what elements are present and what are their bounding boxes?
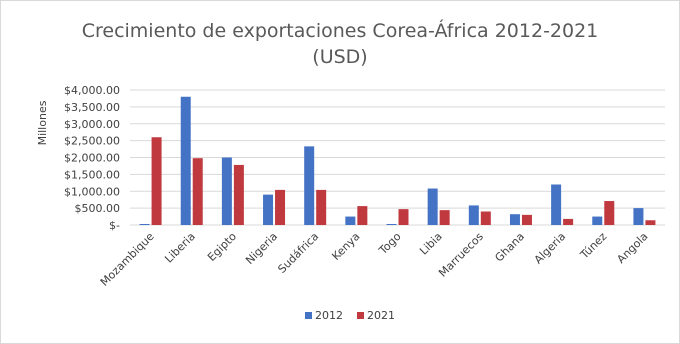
y-tick-label: $1,000.00 <box>64 185 120 198</box>
bar-2021-kenya <box>357 206 368 225</box>
bar-2012-liberia <box>180 96 191 225</box>
bars <box>139 96 656 225</box>
bar-2012-angola <box>633 208 644 225</box>
y-axis-ticks: $- $500.00 $1,000.00 $1,500.00 $2,000.00 $2,5… <box>64 84 120 232</box>
gridlines <box>130 89 665 226</box>
legend-swatch-2021 <box>357 312 364 319</box>
x-tick-label: Sudáfrica <box>275 230 321 276</box>
x-tick-label: Angola <box>614 230 650 266</box>
bar-2021-túnez <box>604 201 615 225</box>
y-tick-label: $3,000.00 <box>64 118 120 131</box>
bar-2021-angola <box>645 220 656 225</box>
x-tick-label: Libia <box>417 230 445 258</box>
bar-2021-ghana <box>521 214 532 225</box>
bar-2021-mozambique <box>151 137 162 225</box>
legend-label-2012: 2012 <box>315 309 343 322</box>
y-tick-label: $3,500.00 <box>64 101 120 114</box>
y-tick-label: $- <box>109 219 120 232</box>
bar-2012-libia <box>427 188 438 225</box>
chart-subtitle: (USD) <box>312 46 368 68</box>
bar-2021-liberia <box>192 158 203 225</box>
x-tick-label: Algeria <box>532 230 569 267</box>
x-tick-label: Togo <box>376 230 404 258</box>
x-tick-label: Túnez <box>577 230 609 262</box>
bar-2012-sudáfrica <box>304 146 315 225</box>
legend: 2012 2021 <box>305 309 395 322</box>
x-tick-label: Marruecos <box>436 230 486 280</box>
bar-2012-kenya <box>345 216 356 225</box>
x-tick-label: Kenya <box>329 230 362 263</box>
bar-2012-algeria <box>551 184 562 225</box>
x-tick-label: Nigeria <box>243 230 280 267</box>
x-tick-label: Mozambique <box>98 230 157 289</box>
bar-2012-nigeria <box>263 194 274 225</box>
bar-2012-ghana <box>509 214 520 225</box>
chart-title: Crecimiento de exportaciones Corea-Áfric… <box>81 20 599 42</box>
x-tick-label: Ghana <box>492 230 527 265</box>
bar-2012-mozambique <box>139 223 150 225</box>
y-tick-label: $2,500.00 <box>64 135 120 148</box>
bar-2012-egipto <box>221 157 232 225</box>
bar-2021-libia <box>439 210 450 225</box>
bar-2021-sudáfrica <box>316 189 327 225</box>
bar-2012-túnez <box>592 216 603 225</box>
legend-label-2021: 2021 <box>367 309 395 322</box>
x-tick-label: Egipto <box>205 230 239 264</box>
bar-2021-algeria <box>563 218 574 225</box>
bar-2021-nigeria <box>275 189 286 225</box>
y-tick-label: $2,000.00 <box>64 152 120 165</box>
bar-2012-togo <box>386 223 397 225</box>
bar-2021-egipto <box>233 164 244 225</box>
y-axis-label: Millones <box>36 100 49 145</box>
legend-swatch-2012 <box>305 312 312 319</box>
bar-2021-togo <box>398 209 409 225</box>
y-tick-label: $500.00 <box>75 202 121 215</box>
x-tick-label: Liberia <box>162 230 198 266</box>
y-tick-label: $1,500.00 <box>64 168 120 181</box>
bar-2012-marruecos <box>468 205 479 225</box>
bar-2021-marruecos <box>480 211 491 225</box>
y-tick-label: $4,000.00 <box>64 84 120 97</box>
